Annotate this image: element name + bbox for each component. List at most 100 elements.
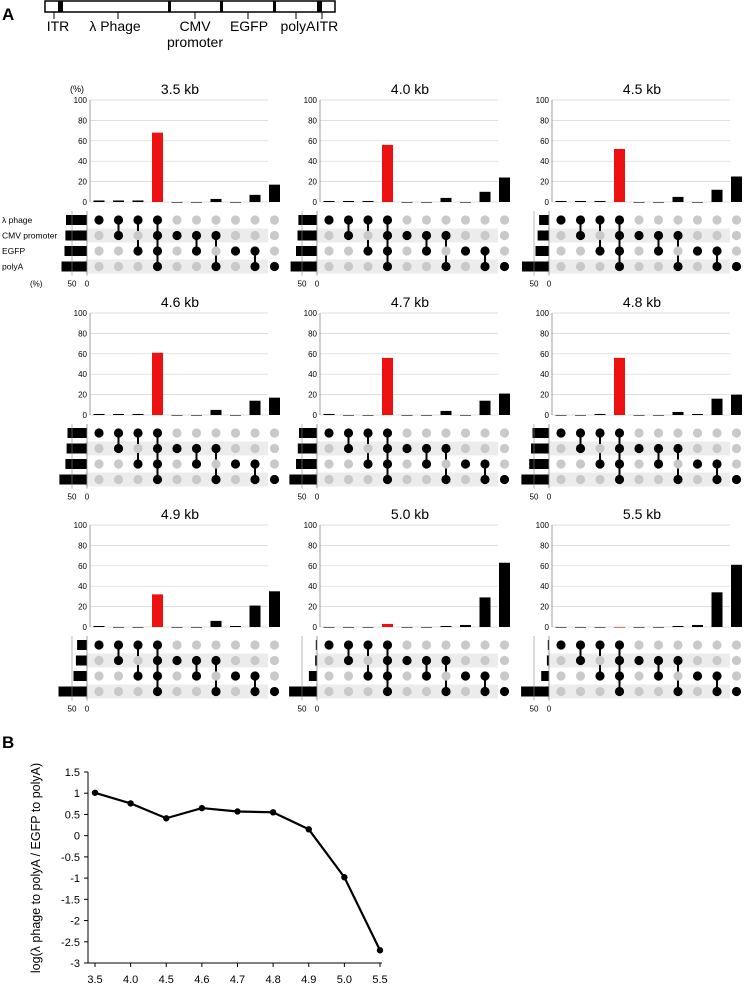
- matrix-dot: [614, 459, 625, 469]
- matrix-dot: [363, 686, 373, 697]
- bar: [210, 198, 222, 202]
- set-axis-tick: 50: [298, 705, 307, 714]
- matrix-dot: [211, 655, 221, 666]
- upset-panel-title: 4.8 kb: [623, 294, 661, 310]
- matrix-dot: [634, 459, 644, 469]
- line-y-tick-label: -1: [70, 873, 80, 885]
- matrix-dot: [421, 640, 432, 650]
- matrix-dot: [441, 655, 451, 666]
- set-axis-tick: 50: [68, 493, 77, 502]
- matrix-dot: [480, 443, 490, 454]
- bar: [653, 202, 664, 203]
- bar: [210, 620, 222, 627]
- set-axis-tick: 50: [530, 493, 539, 502]
- bar: [269, 591, 280, 627]
- matrix-dot: [614, 246, 625, 256]
- upset-panel-title: 4.5 kb: [623, 81, 661, 97]
- matrix-dot: [363, 459, 373, 469]
- bar: [249, 400, 261, 415]
- matrix-dot: [673, 261, 683, 272]
- y-tick-label: 0: [83, 623, 88, 632]
- matrix-dot: [250, 640, 260, 650]
- matrix-dot: [731, 215, 742, 225]
- matrix-dot: [614, 443, 625, 454]
- matrix-dot: [382, 443, 393, 454]
- set-size-bar: [75, 655, 87, 666]
- matrix-dot: [499, 655, 510, 666]
- matrix-dot: [402, 655, 412, 666]
- bar: [171, 202, 183, 203]
- matrix-dot: [441, 459, 451, 469]
- matrix-dot: [324, 246, 334, 256]
- line-point: [234, 808, 241, 815]
- matrix-dot: [191, 671, 202, 681]
- y-tick-label: 20: [78, 603, 87, 612]
- matrix-dot: [441, 443, 451, 454]
- bar: [614, 357, 625, 415]
- matrix-dot: [575, 215, 586, 225]
- matrix-dot: [653, 474, 664, 485]
- set-axis-tick: 0: [85, 705, 90, 714]
- matrix-dot: [382, 261, 393, 272]
- matrix-dot: [595, 261, 605, 272]
- matrix-dot: [191, 428, 202, 438]
- matrix-dot: [191, 640, 202, 650]
- matrix-dot: [324, 686, 334, 697]
- matrix-dot: [324, 640, 334, 650]
- matrix-dot: [363, 671, 373, 681]
- matrix-dot: [480, 428, 490, 438]
- y-tick-label: 80: [308, 541, 317, 550]
- matrix-dot: [113, 215, 124, 225]
- matrix-dot: [673, 655, 683, 666]
- matrix-dot: [614, 428, 625, 438]
- bar: [382, 357, 393, 415]
- matrix-dot: [673, 428, 683, 438]
- matrix-dot: [269, 671, 280, 681]
- matrix-dot: [692, 671, 703, 681]
- matrix-dot: [230, 230, 241, 241]
- bar: [633, 415, 645, 416]
- line-y-tick-label: 0.5: [65, 809, 80, 821]
- set-size-bar: [290, 261, 317, 272]
- matrix-dot: [191, 459, 202, 469]
- matrix-dot: [152, 655, 163, 666]
- matrix-dot: [324, 671, 334, 681]
- matrix-dot: [343, 215, 354, 225]
- matrix-dot: [402, 230, 412, 241]
- upset-panel-title: 4.9 kb: [161, 506, 199, 522]
- bar: [362, 627, 374, 628]
- matrix-dot: [575, 671, 586, 681]
- percent-axis-label: (%): [70, 84, 84, 94]
- matrix-dot: [556, 655, 566, 666]
- upset-panel-8: 5.5 kb 100 80 60 40 20 0 50 0: [521, 506, 742, 714]
- matrix-dot: [402, 671, 412, 681]
- upset-panel-title: 3.5 kb: [161, 81, 199, 97]
- line-point: [305, 826, 312, 833]
- y-tick-label: 80: [540, 541, 549, 550]
- line-y-tick-label: 1: [74, 788, 80, 800]
- set-size-bar: [67, 428, 87, 438]
- bar: [152, 132, 163, 202]
- matrix-dot: [673, 246, 683, 256]
- matrix-dot: [363, 655, 373, 666]
- bar: [401, 415, 413, 416]
- matrix-dot: [595, 640, 605, 650]
- line-series: [94, 791, 381, 951]
- matrix-dot: [172, 261, 182, 272]
- matrix-dot: [343, 474, 354, 485]
- bar: [672, 196, 684, 202]
- matrix-dot: [460, 246, 471, 256]
- matrix-dot: [575, 655, 586, 666]
- matrix-dot: [402, 443, 412, 454]
- matrix-dot: [363, 215, 373, 225]
- bar: [653, 415, 664, 416]
- bar: [440, 197, 452, 202]
- matrix-dot: [634, 655, 644, 666]
- bar: [421, 202, 432, 203]
- bar: [575, 200, 586, 202]
- matrix-dot: [460, 443, 471, 454]
- matrix-dot: [363, 428, 373, 438]
- upset-panel-6: 4.9 kb 100 80 60 40 20 0 50 0: [58, 506, 280, 714]
- line-x-tick-label: 5.5: [372, 974, 387, 986]
- matrix-dot: [382, 215, 393, 225]
